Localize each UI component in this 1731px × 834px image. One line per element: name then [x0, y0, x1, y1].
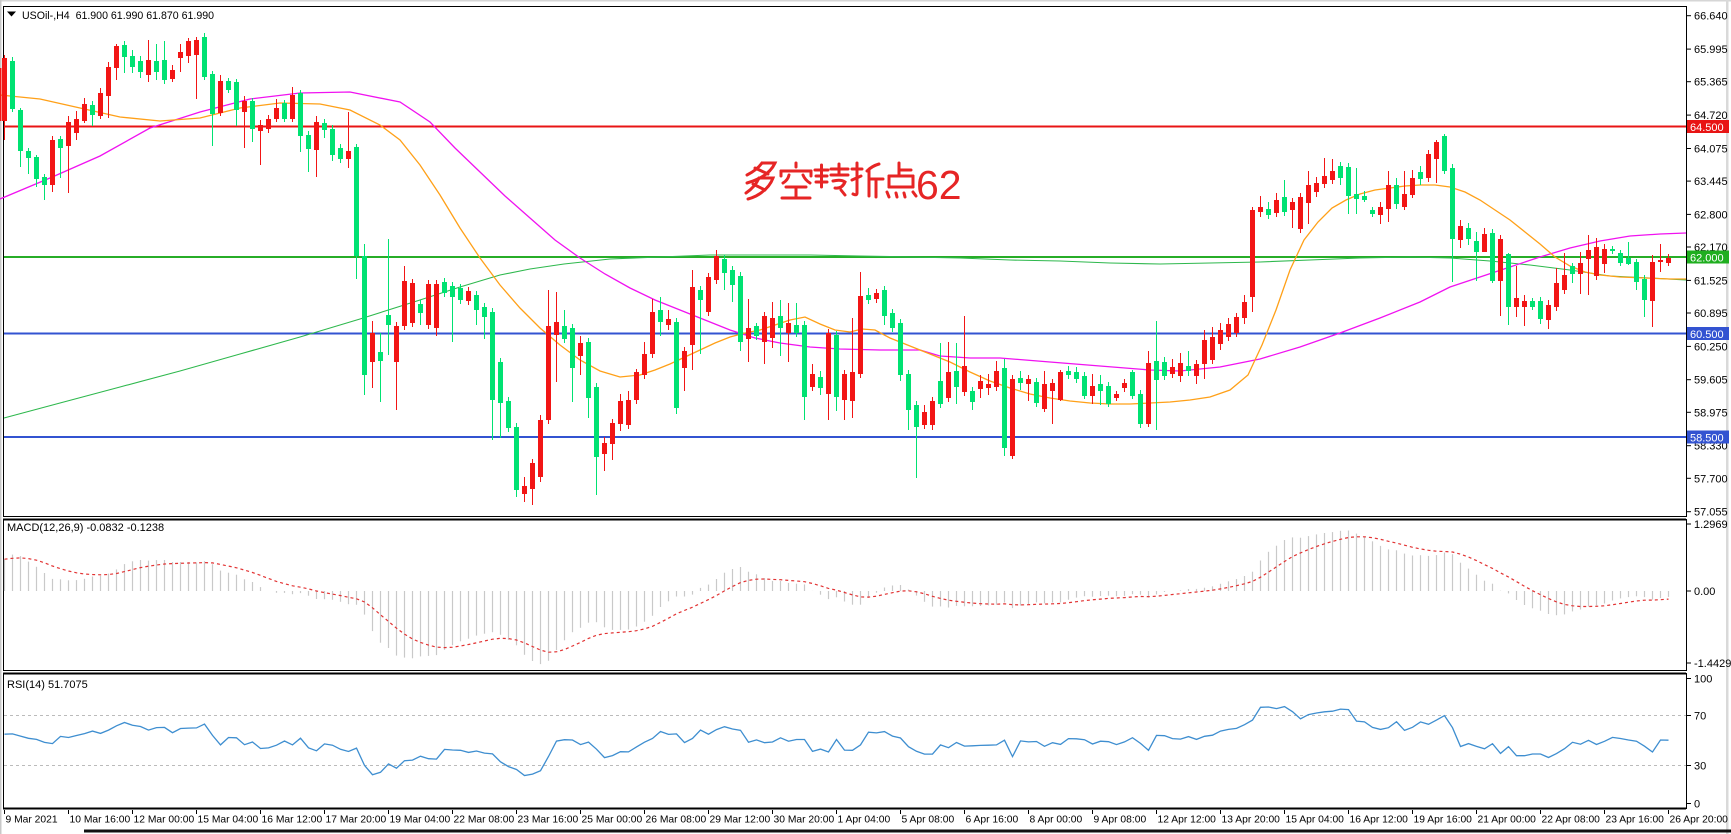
svg-text:5 Apr 08:00: 5 Apr 08:00 — [902, 815, 955, 826]
svg-text:23 Apr 16:00: 23 Apr 16:00 — [1606, 815, 1665, 826]
svg-text:0.00: 0.00 — [1694, 586, 1715, 598]
svg-text:RSI(14) 51.7075: RSI(14) 51.7075 — [7, 679, 88, 691]
svg-text:1 Apr 04:00: 1 Apr 04:00 — [838, 815, 891, 826]
svg-text:1.2969: 1.2969 — [1694, 519, 1728, 531]
svg-text:-1.4429: -1.4429 — [1694, 658, 1731, 670]
svg-text:10 Mar 16:00: 10 Mar 16:00 — [70, 815, 131, 826]
svg-text:100: 100 — [1694, 674, 1712, 686]
svg-text:22 Apr 08:00: 22 Apr 08:00 — [1542, 815, 1601, 826]
svg-text:12 Mar 00:00: 12 Mar 00:00 — [134, 815, 195, 826]
svg-text:16 Apr 12:00: 16 Apr 12:00 — [1350, 815, 1409, 826]
svg-text:64.720: 64.720 — [1694, 110, 1728, 122]
svg-text:60.500: 60.500 — [1690, 329, 1724, 341]
svg-text:15 Apr 04:00: 15 Apr 04:00 — [1286, 815, 1345, 826]
svg-text:MACD(12,26,9) -0.0832 -0.1238: MACD(12,26,9) -0.0832 -0.1238 — [7, 522, 164, 534]
svg-text:9 Mar 2021: 9 Mar 2021 — [6, 815, 58, 826]
svg-text:66.640: 66.640 — [1694, 11, 1728, 23]
svg-text:61.525: 61.525 — [1694, 275, 1728, 287]
svg-text:9 Apr 08:00: 9 Apr 08:00 — [1094, 815, 1147, 826]
svg-text:62: 62 — [916, 162, 962, 208]
svg-text:USOil-,H4 61.900 61.990 61.87: USOil-,H4 61.900 61.990 61.870 61.990 — [22, 10, 214, 22]
svg-text:17 Mar 20:00: 17 Mar 20:00 — [326, 815, 387, 826]
svg-text:22 Mar 08:00: 22 Mar 08:00 — [454, 815, 515, 826]
svg-text:57.055: 57.055 — [1694, 507, 1728, 519]
svg-text:65.995: 65.995 — [1694, 44, 1728, 56]
svg-text:8 Apr 00:00: 8 Apr 00:00 — [1030, 815, 1083, 826]
svg-text:70: 70 — [1694, 711, 1706, 723]
svg-text:16 Mar 12:00: 16 Mar 12:00 — [262, 815, 323, 826]
svg-text:19 Mar 04:00: 19 Mar 04:00 — [390, 815, 451, 826]
svg-text:21 Apr 00:00: 21 Apr 00:00 — [1478, 815, 1537, 826]
svg-text:60.895: 60.895 — [1694, 308, 1728, 320]
svg-text:13 Apr 20:00: 13 Apr 20:00 — [1222, 815, 1281, 826]
svg-text:58.330: 58.330 — [1694, 441, 1728, 453]
svg-text:19 Apr 16:00: 19 Apr 16:00 — [1414, 815, 1473, 826]
svg-text:25 Mar 00:00: 25 Mar 00:00 — [582, 815, 643, 826]
svg-text:29 Mar 12:00: 29 Mar 12:00 — [710, 815, 771, 826]
svg-text:58.975: 58.975 — [1694, 407, 1728, 419]
svg-text:30 Mar 20:00: 30 Mar 20:00 — [774, 815, 835, 826]
svg-text:64.075: 64.075 — [1694, 144, 1728, 156]
svg-text:63.445: 63.445 — [1694, 176, 1728, 188]
svg-text:64.500: 64.500 — [1690, 122, 1724, 134]
svg-text:30: 30 — [1694, 761, 1706, 773]
svg-text:60.250: 60.250 — [1694, 341, 1728, 353]
svg-text:57.700: 57.700 — [1694, 473, 1728, 485]
svg-text:26 Mar 08:00: 26 Mar 08:00 — [646, 815, 707, 826]
svg-text:6 Apr 16:00: 6 Apr 16:00 — [966, 815, 1019, 826]
svg-text:62.000: 62.000 — [1690, 253, 1724, 265]
svg-text:26 Apr 20:00: 26 Apr 20:00 — [1670, 815, 1729, 826]
svg-text:65.365: 65.365 — [1694, 77, 1728, 89]
svg-text:15 Mar 04:00: 15 Mar 04:00 — [198, 815, 259, 826]
svg-text:23 Mar 16:00: 23 Mar 16:00 — [518, 815, 579, 826]
svg-text:58.500: 58.500 — [1690, 433, 1724, 445]
svg-text:59.605: 59.605 — [1694, 375, 1728, 387]
svg-text:12 Apr 12:00: 12 Apr 12:00 — [1158, 815, 1217, 826]
svg-text:62.800: 62.800 — [1694, 209, 1728, 221]
svg-text:0: 0 — [1694, 799, 1700, 811]
